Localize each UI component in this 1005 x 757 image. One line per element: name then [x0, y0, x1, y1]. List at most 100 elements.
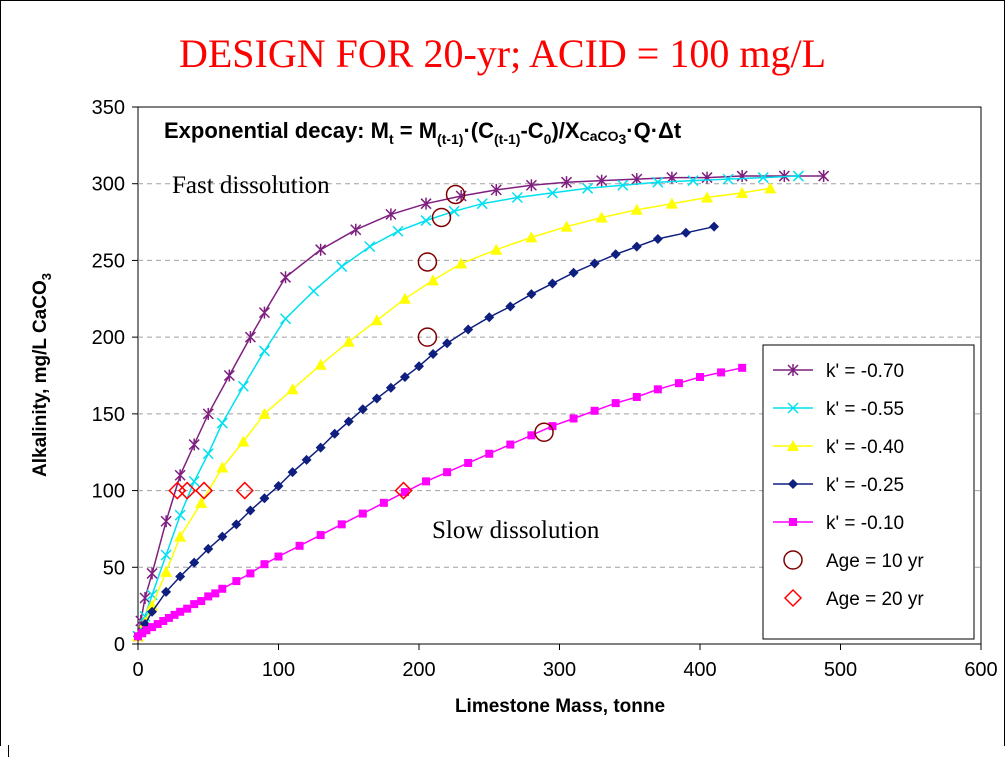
legend-item: k' = -0.55	[773, 399, 904, 420]
data-point	[420, 215, 432, 227]
data-point	[569, 414, 578, 423]
data-point	[787, 364, 799, 376]
data-point	[792, 170, 804, 182]
data-point	[392, 225, 404, 237]
data-point	[202, 407, 214, 420]
data-point	[279, 313, 292, 325]
series-5	[417, 184, 554, 443]
x-tick-label: 200	[402, 659, 435, 681]
y-tick-label: 250	[92, 250, 125, 272]
equation-part: ·Q·Δt	[626, 118, 682, 143]
equation-sub: 0	[544, 131, 552, 147]
equation-sub: (t-1)	[494, 131, 520, 147]
data-point	[258, 306, 270, 319]
legend-item: Age = 20 yr	[783, 588, 924, 610]
data-point	[631, 241, 642, 252]
y-tick-label: 0	[114, 634, 125, 656]
equation-part: Exponential decay: M	[164, 118, 389, 143]
data-point	[417, 252, 438, 272]
data-point	[258, 407, 271, 419]
data-point	[787, 440, 799, 451]
data-point	[336, 261, 348, 273]
x-tick-label: 400	[683, 659, 716, 681]
data-point	[526, 289, 537, 300]
data-point	[195, 496, 208, 508]
data-point	[188, 438, 200, 451]
data-point	[653, 385, 662, 394]
x-axis-label: Limestone Mass, tonne	[455, 696, 665, 717]
data-point	[547, 278, 558, 289]
data-point	[190, 600, 199, 609]
legend-box	[762, 344, 975, 640]
legend-item: Age = 10 yr	[783, 550, 924, 572]
equation-sub: CaCO	[580, 128, 619, 144]
data-point	[245, 505, 256, 516]
data-point	[188, 475, 200, 487]
y-axis-label-main: Alkalinity, mg/L CaCO	[30, 280, 51, 477]
legend-label: k' = -0.10	[826, 513, 904, 534]
data-point	[422, 477, 431, 486]
data-point	[246, 569, 255, 578]
data-point	[148, 623, 157, 632]
y-tick-label: 50	[103, 557, 125, 579]
data-point	[244, 331, 256, 344]
data-point	[399, 372, 410, 383]
data-point	[505, 301, 516, 312]
data-point	[301, 454, 312, 465]
data-point	[174, 530, 187, 542]
data-point	[146, 567, 158, 580]
data-point	[232, 577, 241, 586]
data-point	[709, 221, 720, 232]
data-point	[142, 626, 151, 635]
equation-sub: 3	[619, 131, 627, 147]
data-point	[364, 241, 376, 253]
data-point	[159, 616, 168, 625]
data-point	[722, 173, 734, 185]
data-point	[342, 335, 355, 347]
data-point	[417, 327, 438, 347]
series-1	[132, 170, 804, 642]
x-tick-label: 0	[132, 659, 143, 681]
data-point	[189, 557, 200, 568]
legend-label: Age = 10 yr	[826, 551, 924, 572]
equation-text: Exponential decay: Mt = M(t-1)·(C(t-1)-C…	[164, 118, 682, 147]
data-point	[506, 440, 515, 449]
data-point	[153, 620, 162, 629]
data-point	[534, 422, 554, 443]
annotation-fast-dissolution: Fast dissolution	[172, 172, 330, 199]
data-point	[237, 380, 249, 392]
data-point	[546, 187, 559, 199]
data-point	[329, 428, 340, 439]
data-point	[183, 604, 192, 613]
data-point	[370, 314, 383, 326]
data-point	[485, 449, 494, 458]
data-point	[443, 468, 452, 477]
data-point	[490, 243, 503, 255]
data-point	[652, 233, 663, 244]
data-point	[217, 531, 228, 542]
data-point	[490, 183, 502, 196]
data-point	[259, 493, 270, 504]
data-point	[455, 257, 468, 269]
legend-item: k' = -0.10	[773, 513, 904, 534]
data-point	[279, 271, 292, 284]
data-point	[736, 186, 749, 198]
data-point	[394, 481, 413, 500]
data-point	[316, 531, 325, 540]
data-point	[665, 197, 678, 209]
legend-label: Age = 20 yr	[826, 589, 924, 610]
legend-label: k' = -0.70	[826, 361, 904, 382]
data-point	[204, 592, 213, 601]
data-point	[308, 285, 320, 297]
data-point	[631, 173, 643, 186]
series-layer	[132, 170, 830, 643]
data-point	[273, 480, 284, 491]
y-axis-label: Alkalinity, mg/L CaCO3	[30, 273, 54, 477]
equation-part: )/X	[551, 118, 579, 143]
data-point	[357, 404, 368, 415]
data-point	[315, 243, 327, 256]
data-point	[194, 481, 214, 500]
data-point	[596, 174, 608, 187]
